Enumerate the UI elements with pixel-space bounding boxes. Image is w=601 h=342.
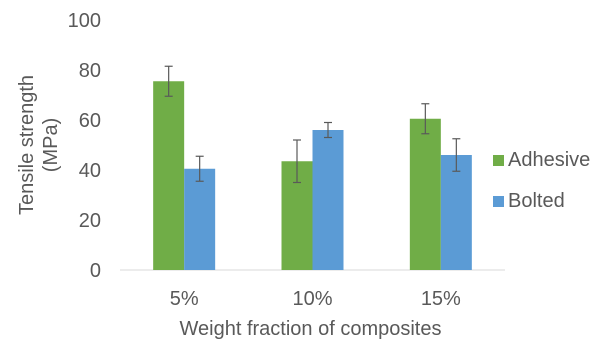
legend-swatch-bolted: [493, 196, 504, 207]
bars: [153, 81, 472, 270]
legend-swatch-adhesive: [493, 155, 504, 166]
x-tick-label: 10%: [292, 288, 332, 310]
bar-adhesive-0: [153, 81, 185, 270]
y-tick-label: 40: [79, 160, 101, 182]
y-axis-title: Tensile strength (MPa): [16, 75, 62, 215]
bar-adhesive-2: [409, 118, 441, 270]
bar-bolted-1: [312, 130, 344, 270]
legend-label-bolted: Bolted: [508, 190, 565, 212]
x-tick-label: 15%: [421, 288, 461, 310]
y-tick-label: 20: [79, 210, 101, 232]
x-axis-title: Weight fraction of composites: [180, 318, 442, 340]
error-bars: [164, 65, 461, 184]
y-tick-label: 100: [68, 10, 101, 32]
y-tick-label: 60: [79, 110, 101, 132]
y-tick-label: 0: [90, 260, 101, 282]
y-tick-label: 80: [79, 60, 101, 82]
y-axis-title-line: Tensile strength: [16, 75, 38, 215]
y-axis-ticks: 0 20 40 60 80 100: [68, 10, 101, 282]
bar-bolted-0: [184, 168, 216, 270]
x-tick-label: 5%: [170, 288, 199, 310]
bar-bolted-2: [440, 155, 472, 270]
y-axis-title-line: (MPa): [40, 118, 62, 172]
legend: Adhesive Bolted: [493, 149, 590, 212]
x-axis-ticks: 5% 10% 15%: [170, 288, 461, 310]
legend-label-adhesive: Adhesive: [508, 149, 590, 171]
